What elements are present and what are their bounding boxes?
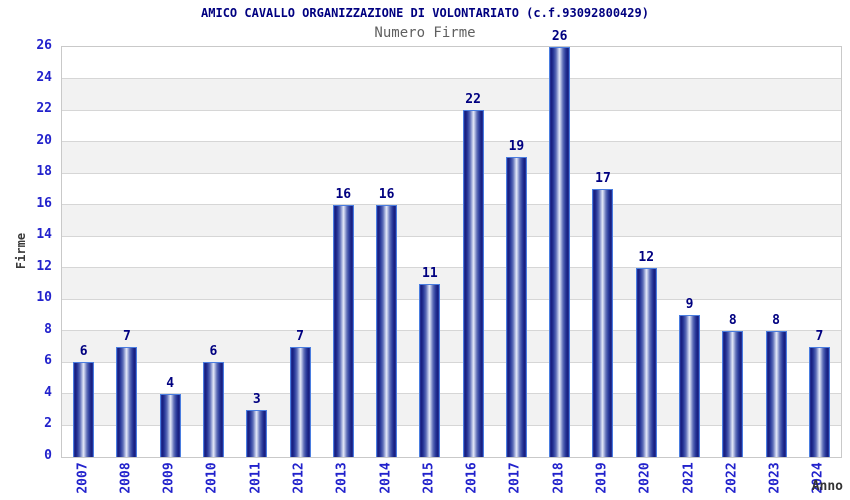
x-tick-label: 2018 bbox=[551, 462, 567, 494]
y-tick-label: 26 bbox=[36, 38, 52, 53]
bar-value-label: 8 bbox=[728, 312, 737, 328]
bar bbox=[73, 362, 95, 457]
gridline bbox=[62, 109, 841, 111]
bar bbox=[679, 315, 701, 457]
plot-band bbox=[62, 330, 841, 363]
bar bbox=[505, 157, 527, 457]
gridline bbox=[62, 361, 841, 363]
x-tick-label: 2012 bbox=[291, 462, 307, 494]
gridline bbox=[62, 330, 841, 332]
bar bbox=[765, 330, 787, 457]
bar-value-label: 9 bbox=[685, 297, 694, 313]
bar-value-label: 8 bbox=[772, 312, 780, 328]
x-tick-label: 2011 bbox=[248, 462, 264, 494]
chart-subtitle: Numero Firme bbox=[374, 25, 476, 41]
x-tick-label: 2021 bbox=[681, 462, 697, 494]
plot-band bbox=[62, 267, 841, 300]
bar bbox=[246, 409, 268, 457]
x-tick-label: 2009 bbox=[161, 462, 177, 494]
gridline bbox=[62, 424, 841, 426]
y-tick-label: 10 bbox=[36, 290, 52, 306]
bar-value-label: 7 bbox=[296, 328, 304, 344]
x-tick-label: 2020 bbox=[637, 462, 653, 494]
y-tick-label: 14 bbox=[36, 227, 52, 243]
bar-value-label: 26 bbox=[551, 29, 568, 44]
y-tick-label: 22 bbox=[36, 101, 52, 117]
gridline bbox=[62, 235, 841, 237]
plot-band bbox=[62, 47, 841, 79]
y-tick-label: 2 bbox=[44, 416, 52, 432]
plot-band bbox=[62, 236, 841, 268]
x-tick-label: 2008 bbox=[118, 462, 134, 494]
bar bbox=[635, 267, 657, 457]
y-tick-label: 16 bbox=[36, 195, 52, 211]
x-tick-label: 2019 bbox=[594, 462, 610, 494]
y-tick-label: 24 bbox=[36, 69, 52, 85]
x-tick-label: 2015 bbox=[421, 462, 437, 494]
y-tick-label: 20 bbox=[36, 132, 52, 148]
bar-value-label: 6 bbox=[209, 344, 218, 360]
plot-band bbox=[62, 110, 841, 142]
x-tick-label: 2016 bbox=[464, 462, 480, 494]
x-tick-label: 2022 bbox=[724, 462, 740, 494]
bar bbox=[419, 283, 441, 457]
bar bbox=[289, 346, 311, 457]
bar-value-label: 12 bbox=[638, 249, 655, 265]
bar bbox=[376, 204, 398, 457]
y-tick-label: 0 bbox=[44, 448, 52, 463]
plot-band bbox=[62, 393, 841, 426]
y-tick-label: 4 bbox=[44, 384, 52, 400]
bar bbox=[592, 188, 614, 457]
y-tick-label: 18 bbox=[36, 164, 52, 180]
gridline bbox=[62, 267, 841, 269]
bar-value-label: 7 bbox=[122, 328, 131, 344]
gridline bbox=[62, 298, 841, 300]
gridline bbox=[62, 172, 841, 174]
bar bbox=[202, 362, 224, 457]
bar-value-label: 6 bbox=[79, 344, 88, 360]
bar-value-label: 19 bbox=[508, 139, 525, 155]
bar-value-label: 7 bbox=[815, 328, 824, 344]
bar bbox=[462, 110, 484, 457]
gridline bbox=[62, 204, 841, 206]
y-tick-label: 8 bbox=[44, 321, 52, 337]
plot-band bbox=[62, 173, 841, 205]
bar-value-label: 16 bbox=[335, 186, 352, 202]
x-axis-label: Anno bbox=[811, 479, 843, 494]
bar bbox=[549, 47, 571, 457]
x-tick-label: 2014 bbox=[378, 462, 394, 494]
bar bbox=[116, 346, 138, 457]
y-tick-label: 6 bbox=[44, 353, 52, 369]
chart-title: AMICO CAVALLO ORGANIZZAZIONE DI VOLONTAR… bbox=[201, 6, 649, 20]
bar-value-label: 16 bbox=[378, 186, 395, 202]
bar-value-label: 11 bbox=[422, 265, 438, 281]
x-tick-label: 2013 bbox=[334, 462, 350, 494]
bar bbox=[722, 330, 744, 457]
x-tick-label: 2023 bbox=[767, 462, 783, 494]
y-tick-label: 12 bbox=[36, 258, 52, 274]
bar-value-label: 3 bbox=[252, 391, 261, 407]
plot-band bbox=[62, 78, 841, 111]
bar bbox=[808, 346, 830, 457]
gridline bbox=[62, 78, 841, 80]
bar bbox=[332, 204, 354, 457]
bar-value-label: 22 bbox=[465, 92, 481, 108]
gridline bbox=[62, 393, 841, 395]
plot-band bbox=[62, 204, 841, 237]
plot-band bbox=[62, 141, 841, 174]
bar-value-label: 4 bbox=[166, 375, 175, 391]
plot-area: 6 7 4 6 3 7 16 16 11 22 19 26 17 12 9 8 8 7 bbox=[61, 29, 842, 458]
bar bbox=[159, 393, 181, 457]
bar-value-label: 17 bbox=[595, 170, 611, 186]
y-axis-label: Firme bbox=[14, 232, 28, 270]
x-tick-label: 2017 bbox=[507, 462, 523, 494]
x-tick-label: 2010 bbox=[204, 462, 220, 494]
gridline bbox=[62, 141, 841, 143]
x-tick-label: 2007 bbox=[75, 462, 91, 494]
